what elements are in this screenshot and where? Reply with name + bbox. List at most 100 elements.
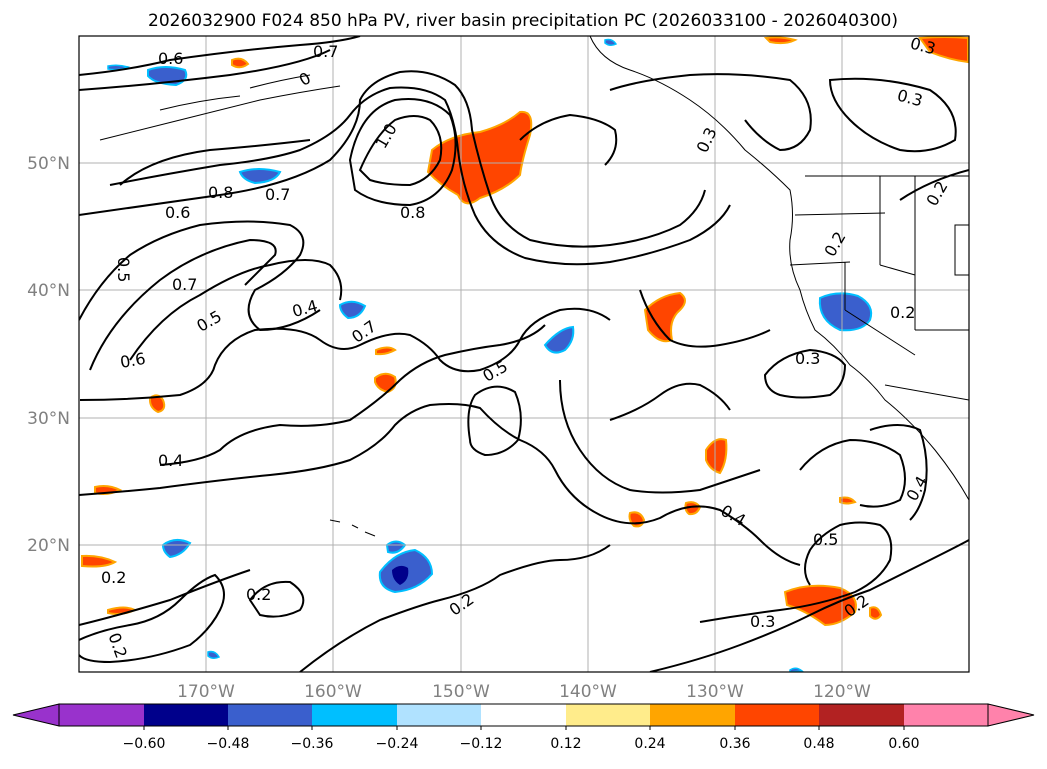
alaska-coastline [99, 74, 341, 141]
colorbar-tick-label: −0.60 [123, 736, 166, 752]
pv-contour [79, 36, 361, 76]
pv-contour [79, 573, 225, 664]
gridlines [79, 36, 969, 672]
contour-label: 0.5 [813, 530, 838, 549]
colorbar-tick-label: −0.36 [291, 736, 334, 752]
lat-tick-label: 30°N [27, 409, 70, 429]
colorbar-ticks [143, 726, 905, 730]
precip-positive-area [643, 291, 686, 343]
contour-label: 0.3 [908, 33, 938, 58]
precip-negative-area [392, 565, 409, 585]
coastlines [99, 36, 969, 537]
colorbar-tick-label: 0.12 [550, 736, 581, 752]
lon-tick-label: 120°W [813, 682, 871, 702]
lon-tick-label: 150°W [432, 682, 490, 702]
pv-contour [159, 324, 546, 466]
pv-contour [519, 113, 618, 166]
precip-negative-area [818, 292, 873, 332]
colorbar-tick-label: 0.60 [888, 736, 919, 752]
pv-contour [649, 539, 969, 672]
precip-negative-area [161, 539, 192, 559]
colorbar-segment [228, 704, 312, 726]
colorbar-segment [144, 704, 228, 726]
us-mexico-border [884, 384, 969, 401]
colorbar-segment [312, 704, 397, 726]
pv-contour [899, 169, 969, 201]
pv-contour [119, 139, 311, 186]
contour-label: 0.7 [265, 185, 290, 204]
precip-negative-area [543, 325, 575, 354]
lat-tick-label: 20°N [27, 536, 70, 556]
contour-label: 0.5 [114, 257, 133, 282]
contour-label: 0.6 [165, 203, 190, 222]
pv-contour [248, 580, 305, 618]
contour-label: 0.8 [208, 183, 233, 202]
pv-contours [79, 36, 969, 672]
colorbar-segment [650, 704, 735, 726]
map-frame [78, 35, 970, 673]
contour-label: 0.2 [890, 303, 915, 322]
pv-contour [79, 220, 321, 332]
contour-label: 0.6 [119, 349, 147, 372]
pv-contour [79, 70, 706, 248]
lon-tick-label: 170°W [177, 682, 235, 702]
lat-tick-label: 50°N [27, 154, 70, 174]
pv-contour [348, 98, 457, 207]
pv-contour [79, 569, 251, 626]
pv-contour [869, 424, 928, 521]
colorbar: −0.60 −0.48 −0.36 −0.24 −0.12 0.12 0.24 … [12, 703, 1035, 752]
precip-positive-area [705, 438, 728, 475]
lon-tick-label: 140°W [559, 682, 617, 702]
precip-negative-area [338, 300, 367, 320]
precip-negative-area [207, 650, 221, 660]
colorbar-outline [58, 703, 989, 727]
colorbar-extend-min [12, 703, 60, 727]
colorbar-segment [735, 704, 819, 726]
pv-contour [639, 289, 771, 348]
pv-contour [79, 403, 801, 566]
precip-positive-area [763, 36, 798, 45]
precip-positive-area [81, 554, 118, 568]
pv-contour [763, 348, 847, 399]
pv-contour [609, 382, 731, 421]
precip-positive-area [918, 36, 969, 64]
map-area: 0.6 0.7 0.8 0.7 0.6 0.5 0.7 0.5 0.4 0.7 … [79, 33, 969, 672]
contour-label: 0.3 [795, 349, 820, 368]
contour-label: 0.8 [400, 203, 425, 222]
lat-tick-label: 40°N [27, 281, 70, 301]
pv-contour [799, 438, 906, 508]
pv-contour [358, 115, 443, 187]
north-american-coastline [589, 36, 969, 501]
precip-positive-area [375, 346, 397, 356]
contour-label: 0.6 [158, 49, 183, 68]
pv-contour [559, 379, 761, 494]
contour-label: 0.2 [246, 585, 271, 604]
pv-contour [699, 521, 893, 623]
colorbar-segment [59, 704, 144, 726]
pv-contour [828, 77, 957, 153]
map-title: 2026032900 F024 850 hPa PV, river basin … [148, 11, 898, 31]
colorbar-tick-label: −0.48 [207, 736, 250, 752]
colorbar-tick-label: 0.48 [803, 736, 834, 752]
pv-contour [609, 73, 812, 152]
colorbar-tick-label: 0.36 [719, 736, 750, 752]
pv-contour [299, 544, 611, 672]
pv-contour [467, 385, 522, 457]
precip-positive-area [374, 372, 397, 394]
pv-contour [129, 259, 343, 361]
precip-negative-area [238, 168, 282, 185]
contour-label: 0.4 [158, 451, 183, 470]
colorbar-tick-label: −0.24 [376, 736, 419, 752]
colorbar-tick-label: 0.24 [634, 736, 665, 752]
precip-negative-area [604, 38, 618, 47]
contour-label: 0.7 [172, 275, 197, 294]
colorbar-segment [566, 704, 650, 726]
lat-tick-labels: 50°N 40°N 30°N 20°N [27, 154, 70, 556]
colorbar-segment [904, 704, 988, 726]
colorbar-segment [819, 704, 904, 726]
contour-label: 0.7 [313, 42, 338, 61]
precip-positive-area [231, 57, 250, 69]
precip-positive-area [684, 501, 702, 516]
colorbar-segment [481, 704, 566, 726]
